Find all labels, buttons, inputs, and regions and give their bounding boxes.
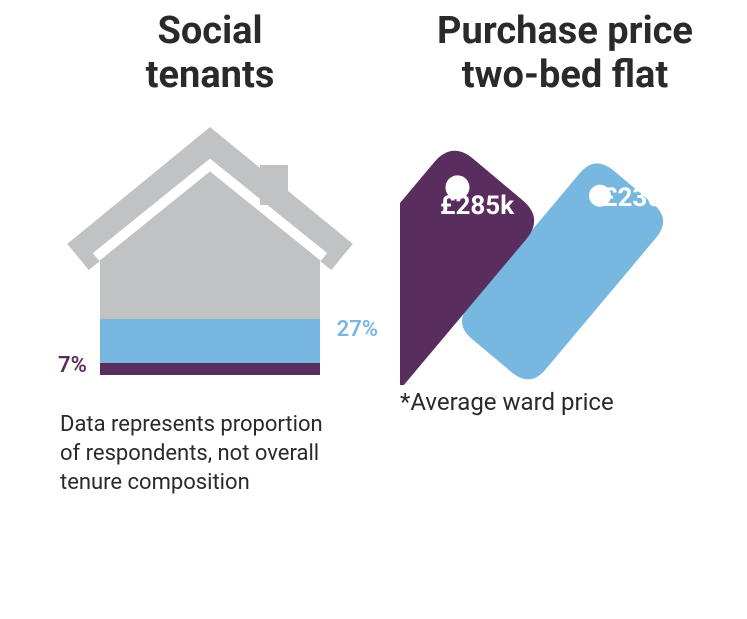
house-chart: 27% 7% [60,125,360,405]
tag2-price: £230k* [602,183,688,213]
blue-pct-label: 27% [337,317,378,342]
house-icon [60,125,360,385]
social-tenants-panel: Social tenants 27% 7% Data represents pr… [60,10,360,497]
title-line: Social [157,9,262,53]
purple-pct-label: 7% [58,353,87,378]
title-line: tenants [146,53,275,97]
purchase-price-panel: Purchase price two-bed flat £285k £230k*… [400,10,730,419]
social-tenants-title: Social tenants [60,10,360,97]
tenure-caption: Data represents proportion of respondent… [60,411,340,497]
title-line: two-bed flat [462,53,668,97]
price-tags: £285k £230k* [400,125,730,385]
ward-footnote: *Average ward price [400,387,730,418]
title-line: Purchase price [437,9,693,53]
purchase-price-title: Purchase price two-bed flat [400,10,730,97]
tags-svg [400,125,730,385]
tag1-price: £285k [440,191,514,221]
